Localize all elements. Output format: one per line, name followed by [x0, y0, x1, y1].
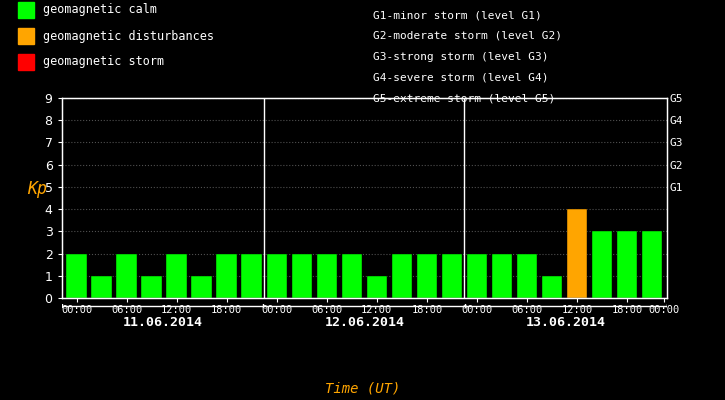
Bar	[492, 254, 512, 298]
Text: geomagnetic calm: geomagnetic calm	[43, 4, 157, 16]
Text: G3-strong storm (level G3): G3-strong storm (level G3)	[373, 52, 549, 62]
Bar	[291, 254, 312, 298]
Bar	[117, 254, 137, 298]
Bar	[567, 209, 587, 298]
Bar	[91, 276, 112, 298]
Text: 11.06.2014: 11.06.2014	[123, 316, 202, 329]
Bar	[467, 254, 487, 298]
Text: G5-extreme storm (level G5): G5-extreme storm (level G5)	[373, 93, 555, 103]
Bar	[392, 254, 412, 298]
Bar	[167, 254, 187, 298]
Text: 12.06.2014: 12.06.2014	[324, 316, 405, 329]
Text: geomagnetic disturbances: geomagnetic disturbances	[43, 30, 214, 42]
Bar	[542, 276, 562, 298]
Bar	[141, 276, 162, 298]
Text: G1-minor storm (level G1): G1-minor storm (level G1)	[373, 10, 542, 20]
Text: G2-moderate storm (level G2): G2-moderate storm (level G2)	[373, 31, 563, 41]
Bar	[191, 276, 212, 298]
Bar	[341, 254, 362, 298]
Bar	[241, 254, 262, 298]
Text: geomagnetic storm: geomagnetic storm	[43, 56, 164, 68]
Text: Time (UT): Time (UT)	[325, 382, 400, 396]
Bar	[67, 254, 87, 298]
Bar	[442, 254, 462, 298]
Text: 13.06.2014: 13.06.2014	[526, 316, 606, 329]
Bar	[317, 254, 337, 298]
Bar	[367, 276, 387, 298]
Bar	[217, 254, 237, 298]
Bar	[267, 254, 287, 298]
Bar	[592, 231, 612, 298]
Text: G4-severe storm (level G4): G4-severe storm (level G4)	[373, 72, 549, 82]
Y-axis label: Kp: Kp	[28, 180, 47, 198]
Bar	[417, 254, 437, 298]
Bar	[517, 254, 537, 298]
Bar	[617, 231, 637, 298]
Bar	[642, 231, 662, 298]
